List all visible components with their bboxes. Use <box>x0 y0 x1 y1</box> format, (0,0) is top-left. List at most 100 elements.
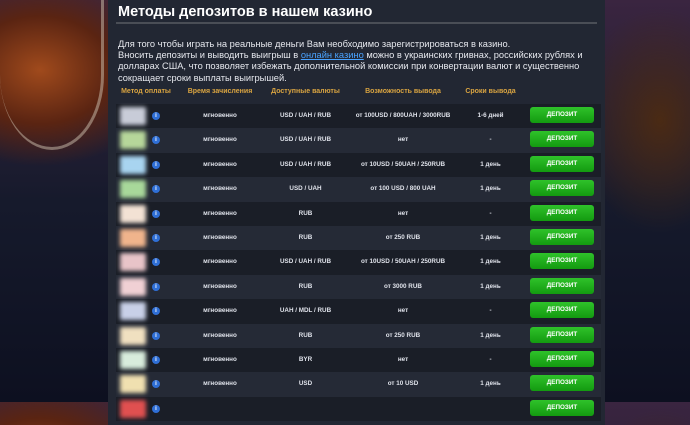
withdraw-option: от 250 RUB <box>385 233 421 241</box>
intro-text-pre: Вносить депозиты и выводить выигрыш в <box>118 50 301 61</box>
deposit-button[interactable]: ДЕПОЗИТ <box>530 350 594 367</box>
table-row: i мгновенно USD / UAH / RUB от 10USD / 5… <box>116 250 601 275</box>
payment-logo <box>120 350 146 369</box>
deposit-button[interactable]: ДЕПОЗИТ <box>530 302 594 319</box>
payment-logo <box>120 131 146 150</box>
currencies: USD / UAH / RUB <box>279 258 332 266</box>
info-icon[interactable]: i <box>152 307 160 316</box>
deposit-methods-panel: Методы депозитов в нашем казино Для того… <box>108 0 605 425</box>
withdraw-terms: - <box>489 136 492 144</box>
page-title: Методы депозитов в нашем казино <box>118 4 373 20</box>
withdraw-option: от 3000 RUB <box>384 282 422 290</box>
withdraw-option: от 10USD / 50UAH / 250RUB <box>360 160 446 168</box>
credit-time: мгновенно <box>203 112 237 119</box>
table-row: i мгновенно RUB от 250 RUB 1 день ДЕПОЗИ… <box>116 323 601 348</box>
withdraw-terms: 1 день <box>480 258 501 266</box>
deposit-button[interactable]: ДЕПОЗИТ <box>530 204 594 221</box>
withdraw-option: от 10 USD <box>387 380 419 388</box>
info-icon[interactable]: i <box>152 404 160 413</box>
withdraw-option: нет <box>397 307 409 315</box>
info-icon[interactable]: i <box>152 233 160 242</box>
col-terms: Сроки вывода <box>465 88 516 95</box>
deposit-button[interactable]: ДЕПОЗИТ <box>530 155 594 172</box>
info-icon[interactable]: i <box>152 331 160 340</box>
withdraw-terms: 1 день <box>480 331 501 339</box>
table-row: i мгновенно BYR нет - ДЕПОЗИТ <box>116 347 601 373</box>
withdraw-terms: - <box>489 209 492 217</box>
col-method: Метод оплаты <box>121 88 171 95</box>
info-icon[interactable]: i <box>152 380 160 389</box>
withdraw-terms: 1 день <box>480 185 501 193</box>
payment-logo <box>120 155 146 174</box>
credit-time: мгновенно <box>203 185 237 193</box>
info-icon[interactable]: i <box>152 209 160 218</box>
payment-logo <box>120 180 146 199</box>
withdraw-terms: 1 день <box>480 282 501 290</box>
deposit-button[interactable]: ДЕПОЗИТ <box>530 107 594 123</box>
info-icon[interactable]: i <box>152 258 160 267</box>
payment-logo <box>120 228 146 247</box>
payment-logo <box>120 399 146 418</box>
withdraw-option: от 100USD / 800UAH / 3000RUB <box>355 112 451 119</box>
deposit-button[interactable]: ДЕПОЗИТ <box>530 326 594 343</box>
payment-logo <box>120 375 146 394</box>
deposit-button[interactable]: ДЕПОЗИТ <box>530 399 594 416</box>
credit-time: мгновенно <box>203 233 237 241</box>
credit-time: мгновенно <box>203 282 237 290</box>
payment-logo <box>120 204 146 223</box>
col-time: Время зачисления <box>187 88 253 95</box>
currencies: USD / UAH / RUB <box>279 160 332 168</box>
table-row: i мгновенно RUB нет - ДЕПОЗИТ <box>116 201 601 226</box>
currencies: RUB <box>298 209 313 217</box>
currencies: RUB <box>298 282 313 290</box>
info-icon[interactable]: i <box>152 185 160 194</box>
table-row: i мгновенно RUB от 250 RUB 1 день ДЕПОЗИ… <box>116 225 601 251</box>
credit-time: мгновенно <box>203 355 237 363</box>
deposit-button[interactable]: ДЕПОЗИТ <box>530 131 594 148</box>
table-row: i мгновенно USD / UAH / RUB нет - ДЕПОЗИ… <box>116 128 601 153</box>
payment-logo <box>120 302 146 321</box>
info-icon[interactable]: i <box>152 355 160 364</box>
table-row: i мгновенно USD / UAH / RUB от 10USD / 5… <box>116 152 601 178</box>
withdraw-option: от 100 USD / 800 UAH <box>370 185 436 193</box>
info-icon[interactable]: i <box>152 160 160 169</box>
online-casino-link[interactable]: онлайн казино <box>300 50 364 61</box>
currencies: USD / UAH / RUB <box>279 112 332 119</box>
table-row: i мгновенно USD / UAH от 100 USD / 800 U… <box>116 177 601 202</box>
table-row: i ДЕПОЗИТ <box>116 396 601 422</box>
credit-time: мгновенно <box>203 136 237 144</box>
currencies: USD / UAH / RUB <box>279 136 332 144</box>
payment-logo <box>120 326 146 345</box>
withdraw-terms: 1 день <box>480 160 501 168</box>
deposit-button[interactable]: ДЕПОЗИТ <box>530 375 594 392</box>
credit-time: мгновенно <box>203 209 237 217</box>
credit-time: мгновенно <box>203 258 237 266</box>
intro-text: Для того чтобы играть на реальные деньги… <box>118 39 598 84</box>
table-header: Метод оплаты Время зачисления Доступные … <box>108 88 605 100</box>
info-icon[interactable]: i <box>152 112 160 120</box>
payment-logo <box>120 277 146 296</box>
payment-logo <box>120 253 146 272</box>
withdraw-option: от 10USD / 50UAH / 250RUB <box>360 258 446 266</box>
table-row: i мгновенно USD от 10 USD 1 день ДЕПОЗИТ <box>116 372 601 397</box>
deposit-button[interactable]: ДЕПОЗИТ <box>530 277 594 294</box>
currencies: USD <box>298 380 313 388</box>
divider <box>116 22 597 24</box>
info-icon[interactable]: i <box>152 282 160 291</box>
credit-time: мгновенно <box>203 331 237 339</box>
withdraw-option: от 250 RUB <box>385 331 421 339</box>
deposit-button[interactable]: ДЕПОЗИТ <box>530 180 594 197</box>
payment-table: i мгновенно USD / UAH / RUB от 100USD / … <box>116 104 601 422</box>
withdraw-terms: 1 день <box>480 233 501 241</box>
currencies: BYR <box>298 355 313 363</box>
currencies: RUB <box>298 233 313 241</box>
info-icon[interactable]: i <box>152 136 160 145</box>
credit-time: мгновенно <box>203 160 237 168</box>
withdraw-option: нет <box>397 136 409 144</box>
withdraw-terms: - <box>489 307 492 315</box>
withdraw-option: нет <box>397 355 409 363</box>
deposit-button[interactable]: ДЕПОЗИТ <box>530 253 594 270</box>
intro-text-post: можно в украинских гривнах, российских р… <box>118 50 583 83</box>
deposit-button[interactable]: ДЕПОЗИТ <box>530 228 594 245</box>
credit-time: мгновенно <box>203 380 237 388</box>
